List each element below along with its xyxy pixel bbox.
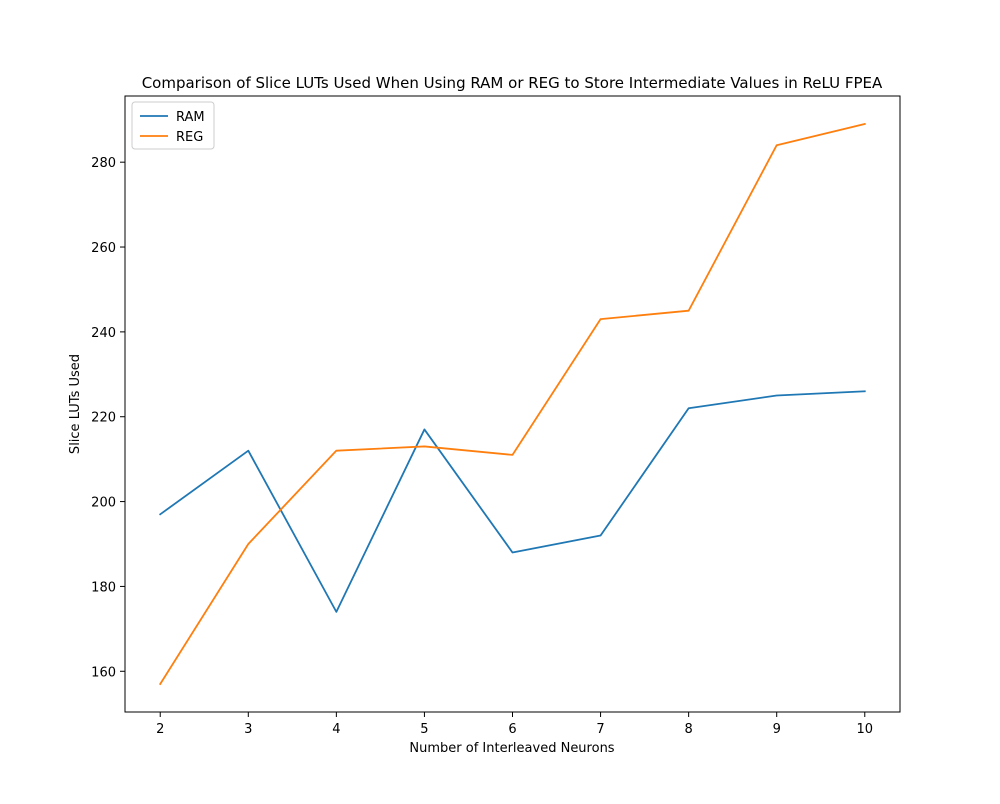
- legend-label-ram: RAM: [176, 110, 205, 125]
- y-tick-label: 200: [91, 496, 116, 511]
- y-tick-label: 160: [91, 665, 116, 680]
- plot-area: [124, 95, 901, 713]
- series-line-reg: [158, 122, 866, 686]
- plot-frame: [124, 95, 901, 713]
- chart-title: Comparison of Slice LUTs Used When Using…: [142, 74, 883, 92]
- y-tick-label: 180: [91, 580, 116, 595]
- y-tick-label: 220: [91, 411, 116, 426]
- legend-frame: [131, 101, 215, 150]
- x-axis-label: Number of Interleaved Neurons: [409, 741, 614, 756]
- y-axis-ticks: 160 180 200 220 240 260 280: [91, 156, 125, 680]
- y-tick-label: 260: [91, 241, 116, 256]
- legend-label-reg: REG: [176, 130, 203, 145]
- x-tick-label: 7: [596, 722, 604, 737]
- x-tick-label: 9: [773, 722, 781, 737]
- x-tick-label: 6: [508, 722, 516, 737]
- x-axis-ticks: 2 3 4 5 6 7 8 9 10: [156, 712, 873, 737]
- legend: RAM REG: [131, 101, 215, 150]
- x-tick-label: 5: [420, 722, 428, 737]
- series-line-ram: [158, 390, 866, 613]
- x-tick-label: 8: [684, 722, 692, 737]
- x-tick-label: 4: [332, 722, 340, 737]
- y-tick-label: 280: [91, 156, 116, 171]
- series-layer: [158, 122, 866, 686]
- x-tick-label: 3: [244, 722, 252, 737]
- x-tick-label: 10: [856, 722, 873, 737]
- y-tick-label: 240: [91, 326, 116, 341]
- y-axis-label: Slice LUTs Used: [68, 354, 83, 454]
- x-tick-label: 2: [156, 722, 164, 737]
